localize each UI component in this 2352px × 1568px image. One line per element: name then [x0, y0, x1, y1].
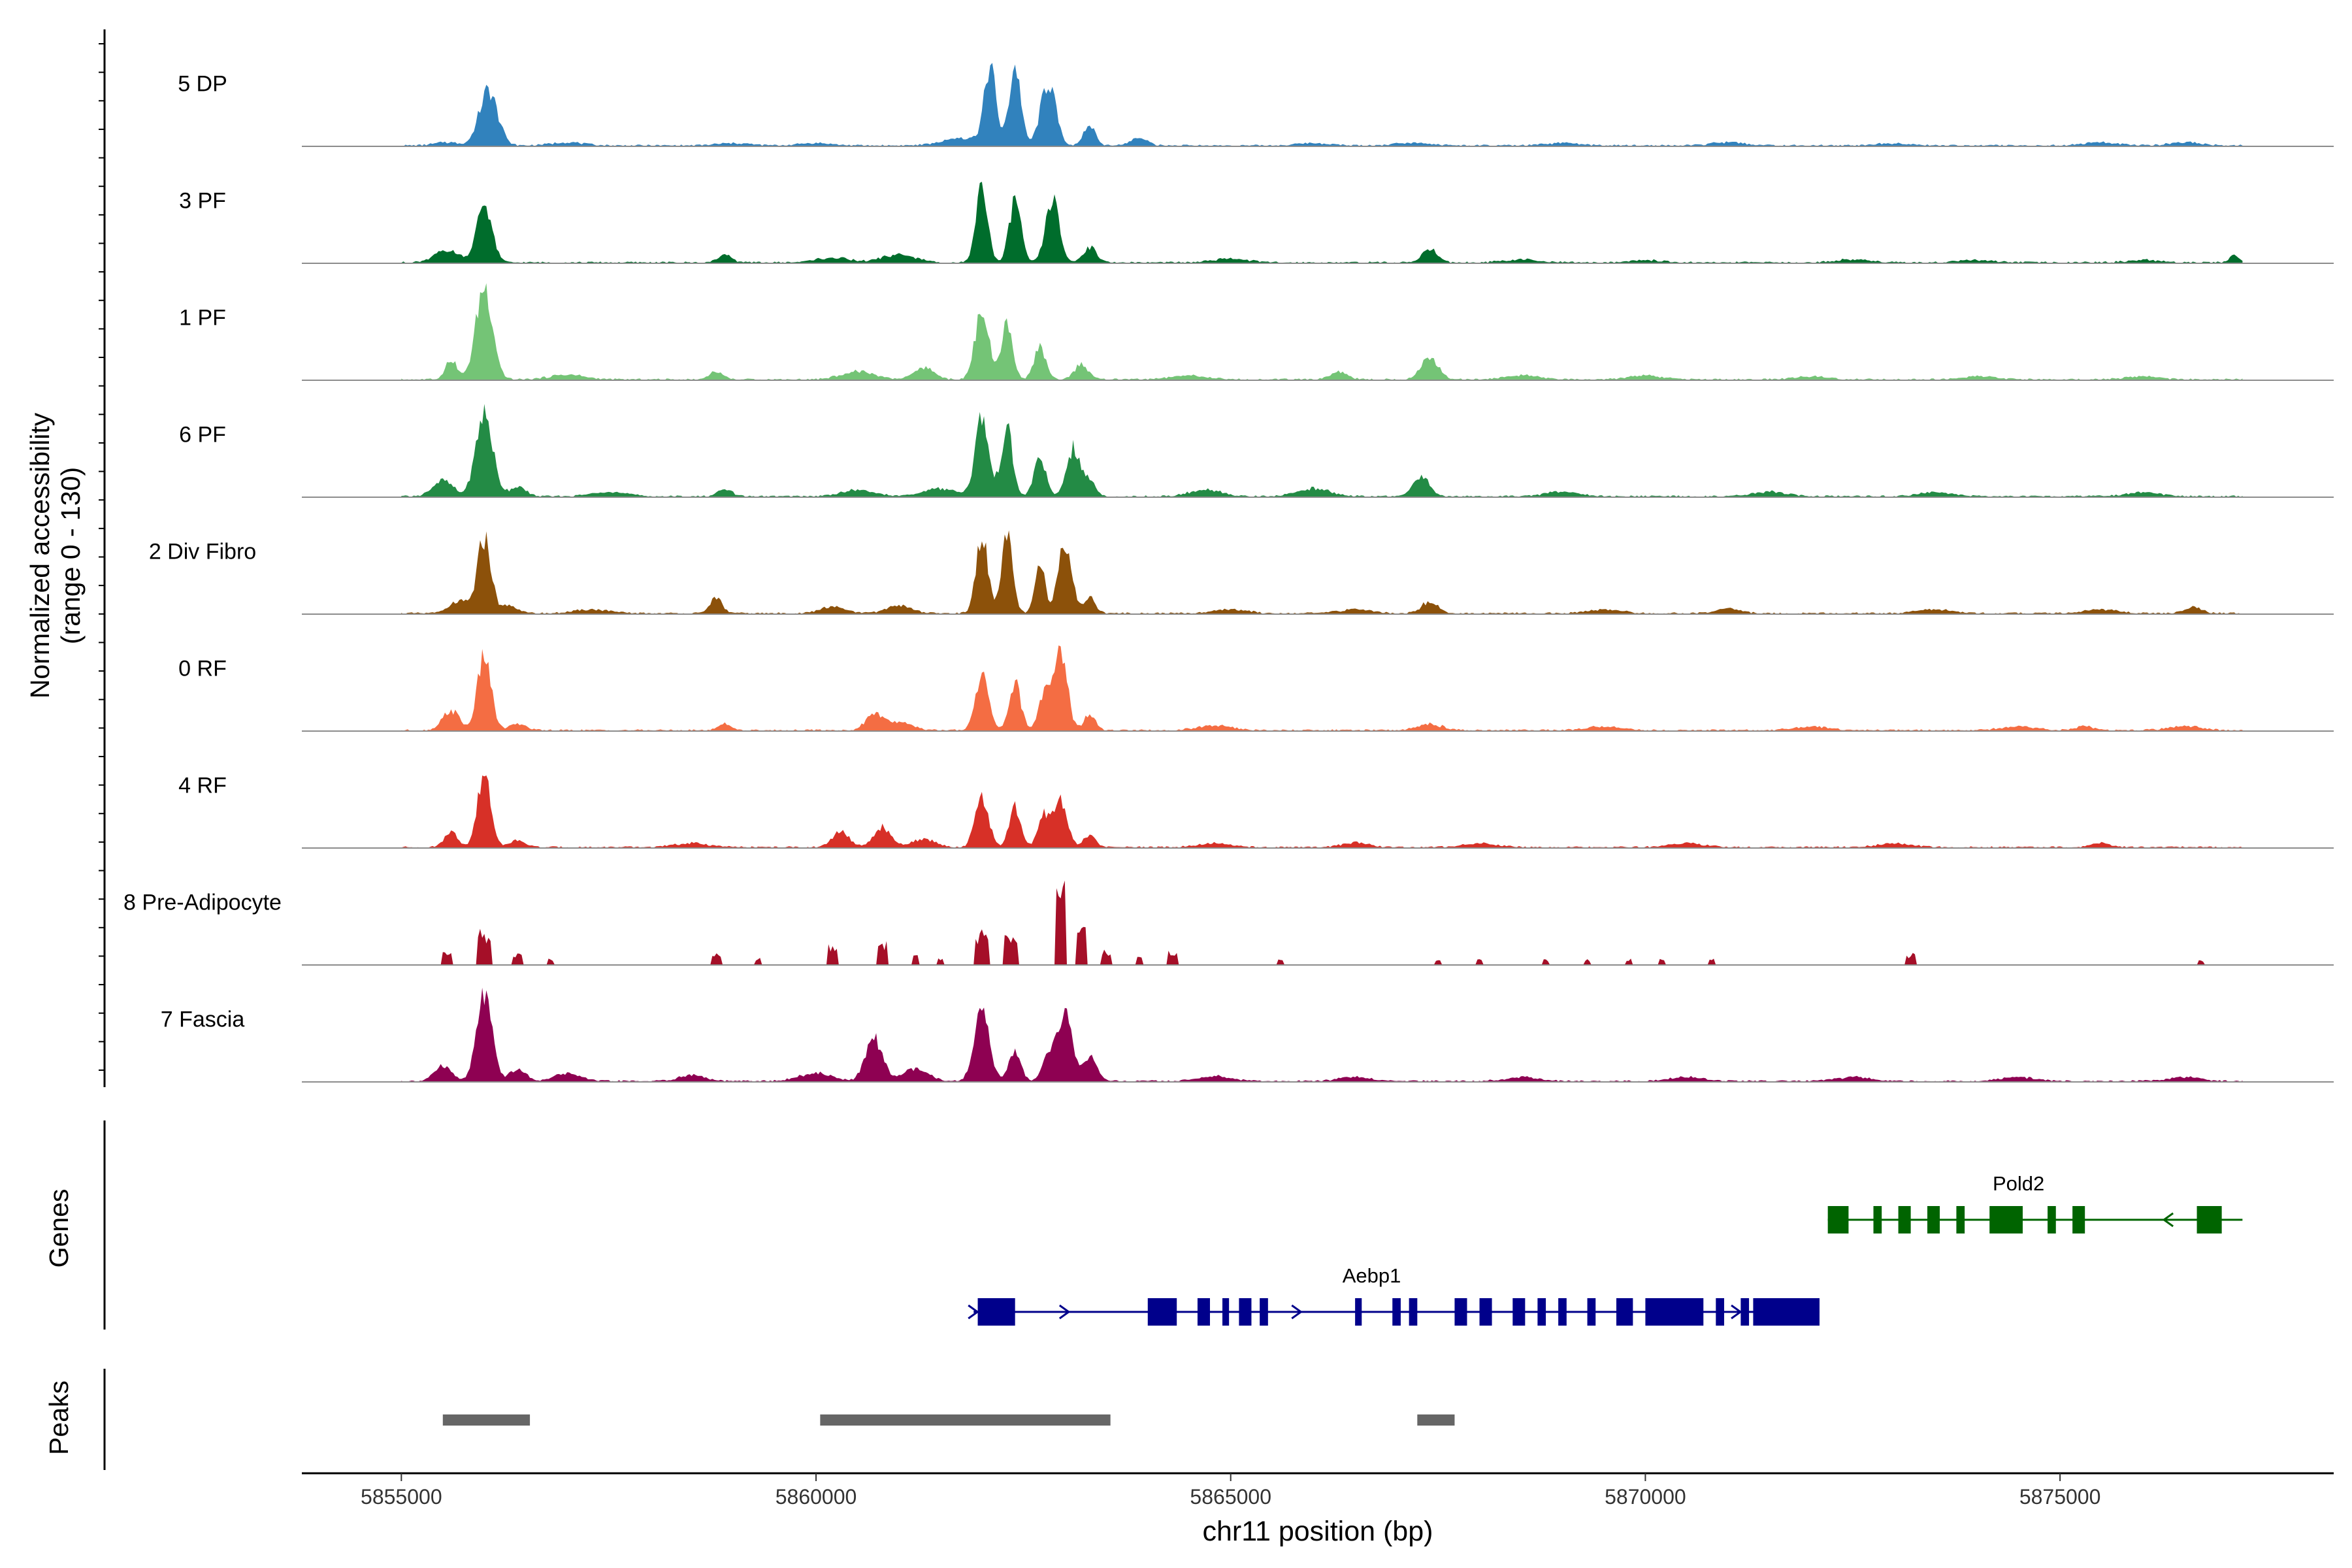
track-label: 4 RF [178, 774, 227, 798]
genes-panel-title: Genes [44, 1189, 74, 1268]
track: 3 PF [179, 182, 2334, 264]
coverage-area [401, 987, 2243, 1082]
gene-exon [1537, 1298, 1546, 1326]
y-axis-title-line2: (range 0 - 130) [56, 467, 86, 644]
coverage-area [401, 404, 2243, 497]
track: 7 Fascia [161, 987, 2334, 1083]
peak-region [1417, 1414, 1455, 1426]
gene-exon [1753, 1298, 1820, 1326]
gene-exon [1260, 1298, 1268, 1326]
gene-exon [1827, 1206, 1849, 1233]
gene-exon [2197, 1206, 2222, 1233]
track: 0 RF [178, 645, 2334, 732]
x-tick-label: 5860000 [776, 1485, 857, 1509]
gene-exon [1454, 1298, 1467, 1326]
strand-arrow [1291, 1304, 1303, 1320]
gene-exon [1740, 1298, 1750, 1326]
gene-exon [1239, 1298, 1252, 1326]
peak-region [442, 1414, 531, 1426]
coverage-area [401, 530, 2243, 614]
track-label: 5 DP [178, 72, 227, 97]
gene-exon [1956, 1206, 1965, 1233]
strand-arrow [2162, 1212, 2174, 1228]
track: 1 PF [179, 283, 2334, 381]
peak-region [820, 1414, 1111, 1426]
x-tick-label: 5875000 [2019, 1485, 2101, 1509]
coverage-area [401, 63, 2243, 146]
track: 8 Pre-Adipocyte [123, 880, 2334, 966]
coverage-area [401, 880, 2243, 965]
gene-exon [2048, 1206, 2056, 1233]
x-axis-title: chr11 position (bp) [1203, 1516, 1433, 1547]
gene-exon [1409, 1298, 1418, 1326]
x-tick-label: 5855000 [361, 1485, 442, 1509]
gene-exon [1197, 1298, 1210, 1326]
coverage-area [401, 775, 2243, 848]
peaks-panel-title: Peaks [44, 1380, 74, 1455]
x-tick-label: 5865000 [1190, 1485, 1271, 1509]
gene-exon [1645, 1298, 1704, 1326]
track-label: 0 RF [178, 657, 227, 681]
gene-exon [1147, 1298, 1177, 1326]
track: 6 PF [179, 404, 2334, 498]
gene-exon [1716, 1298, 1724, 1326]
strand-arrow [1058, 1304, 1071, 1320]
gene-name-label: Aebp1 [1343, 1264, 1401, 1287]
gene-exon [1355, 1298, 1362, 1326]
track-label: 2 Div Fibro [149, 540, 256, 564]
y-axis-title-line1: Normalized accessibility [25, 412, 55, 698]
strand-arrow [1731, 1304, 1742, 1320]
gene-exon [1479, 1298, 1492, 1326]
track: 5 DP [178, 63, 2334, 147]
y-axis-title: Normalized accessibility (range 0 - 130) [25, 412, 86, 698]
track-label: 8 Pre-Adipocyte [123, 890, 282, 915]
gene-exon [1222, 1298, 1230, 1326]
track-label: 1 PF [179, 306, 226, 331]
gene-pold2: Pold2 [1827, 1172, 2243, 1233]
track: 4 RF [178, 774, 2334, 849]
track-label: 3 PF [179, 189, 226, 214]
gene-exon [1392, 1298, 1401, 1326]
track-label: 7 Fascia [161, 1007, 245, 1032]
strand-arrow [968, 1304, 979, 1320]
gene-exon [1512, 1298, 1526, 1326]
gene-exon [1873, 1206, 1882, 1233]
track-label: 6 PF [179, 423, 226, 448]
gene-exon [1587, 1298, 1596, 1326]
x-tick-label: 5870000 [1605, 1485, 1686, 1509]
coverage-area [401, 645, 2243, 731]
gene-exon [1898, 1206, 1911, 1233]
gene-exon [1927, 1206, 1940, 1233]
track: 2 Div Fibro [149, 530, 2334, 615]
gene-name-label: Pold2 [1993, 1172, 2044, 1195]
gene-exon [1989, 1206, 2023, 1233]
gene-exon [1558, 1298, 1567, 1326]
coverage-area [401, 182, 2243, 263]
gene-exon [2072, 1206, 2085, 1233]
coverage-area [401, 283, 2243, 380]
gene-exon [977, 1298, 1015, 1326]
gene-aebp1: Aebp1 [968, 1264, 1820, 1326]
gene-exon [1616, 1298, 1633, 1326]
